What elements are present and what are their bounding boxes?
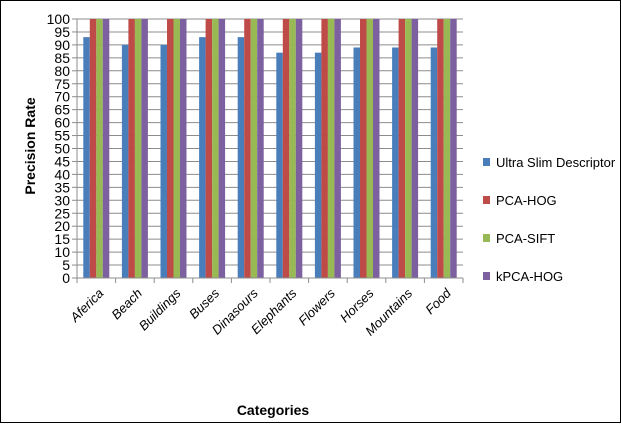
legend-swatch xyxy=(483,158,490,166)
y-tick-labels: 0510152025303540455055606570758085909510… xyxy=(47,11,71,286)
legend-swatch xyxy=(483,272,490,280)
bar xyxy=(373,19,380,278)
bar xyxy=(430,47,438,278)
bar xyxy=(180,19,187,278)
bar xyxy=(398,19,406,278)
bar xyxy=(250,19,258,278)
bar xyxy=(282,19,290,278)
bar xyxy=(102,19,110,278)
legend-swatch xyxy=(483,234,490,242)
y-tick-label: 80 xyxy=(54,63,70,79)
bar xyxy=(276,52,283,278)
bar xyxy=(121,44,129,279)
y-tick-label: 10 xyxy=(54,244,70,260)
legend-label: PCA-HOG xyxy=(496,193,557,208)
legend-label: kPCA-HOG xyxy=(496,269,563,284)
y-tick-label: 0 xyxy=(62,270,70,286)
y-tick-label: 35 xyxy=(54,179,70,195)
x-tick-label: Food xyxy=(422,285,454,317)
bar xyxy=(237,37,245,278)
y-tick-label: 25 xyxy=(54,205,70,221)
bar xyxy=(443,19,451,278)
y-tick-label: 100 xyxy=(47,11,71,27)
bar xyxy=(89,19,97,278)
x-axis-title: Categories xyxy=(237,402,310,418)
y-tick-label: 45 xyxy=(54,153,70,169)
x-tick-label: Buses xyxy=(186,285,223,322)
y-axis-title: Precision Rate xyxy=(22,97,38,194)
y-tick-label: 85 xyxy=(54,50,70,66)
y-tick-label: 70 xyxy=(54,89,70,105)
bar xyxy=(392,47,399,278)
x-tick-label: Flowers xyxy=(295,285,338,328)
y-tick-label: 90 xyxy=(54,37,70,53)
bar xyxy=(450,19,457,278)
bar xyxy=(360,19,367,278)
y-tick-label: 55 xyxy=(54,128,70,144)
bar xyxy=(411,19,419,278)
bar xyxy=(134,19,142,278)
bar xyxy=(314,52,322,278)
bar xyxy=(321,19,328,278)
bar xyxy=(96,19,103,278)
x-tick-label: Beach xyxy=(108,286,145,323)
legend: Ultra Slim Descriptor PCA-HOG PCA-SIFT kPCA… xyxy=(483,155,616,284)
bar xyxy=(212,19,219,278)
bar xyxy=(128,19,135,278)
bar xyxy=(405,19,412,278)
y-tick-label: 60 xyxy=(54,115,70,131)
bar xyxy=(167,19,174,278)
bar xyxy=(334,19,341,278)
bar xyxy=(289,19,296,278)
bar xyxy=(199,37,206,278)
bar xyxy=(160,44,167,279)
y-tick-label: 30 xyxy=(54,192,70,208)
y-tick-label: 75 xyxy=(54,76,70,92)
bar xyxy=(218,19,226,278)
bar xyxy=(353,47,360,278)
y-tick-label: 50 xyxy=(54,141,70,157)
legend-label: Ultra Slim Descriptor xyxy=(496,155,616,170)
bars xyxy=(83,19,457,279)
bar xyxy=(244,19,251,278)
bar xyxy=(83,37,90,278)
y-tick-label: 95 xyxy=(54,24,70,40)
x-tick-label: Buildings xyxy=(136,285,184,333)
bar xyxy=(327,19,335,278)
bar xyxy=(437,19,444,278)
legend-swatch xyxy=(483,196,490,204)
y-tick-label: 5 xyxy=(62,257,70,273)
bar xyxy=(295,19,303,278)
bar xyxy=(366,19,373,278)
legend-label: PCA-SIFT xyxy=(496,231,555,246)
y-tick-label: 15 xyxy=(54,231,70,247)
bar xyxy=(141,19,148,278)
bar xyxy=(205,19,213,278)
y-tick-label: 20 xyxy=(54,218,70,234)
bar xyxy=(173,19,180,278)
axes xyxy=(76,19,463,279)
y-tick-label: 40 xyxy=(54,166,70,182)
bar xyxy=(257,19,264,278)
y-tick-label: 65 xyxy=(54,102,70,118)
x-tick-label: Aferica xyxy=(66,286,106,326)
